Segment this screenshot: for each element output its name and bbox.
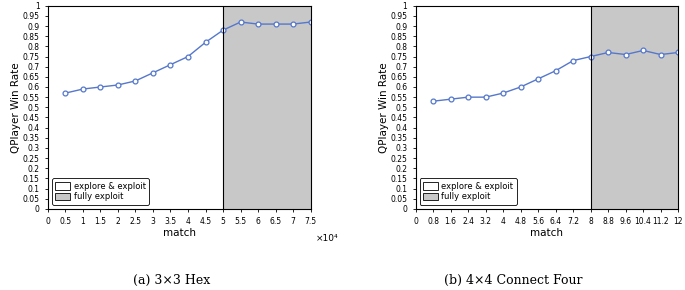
Y-axis label: QPlayer Win Rate: QPlayer Win Rate — [379, 62, 389, 153]
Text: (a) 3×3 Hex: (a) 3×3 Hex — [133, 274, 210, 287]
Legend: explore & exploit, fully exploit: explore & exploit, fully exploit — [52, 178, 149, 205]
Text: (b) 4×4 Connect Four: (b) 4×4 Connect Four — [445, 274, 583, 287]
Y-axis label: QPlayer Win Rate: QPlayer Win Rate — [11, 62, 21, 153]
X-axis label: match: match — [530, 228, 563, 238]
Bar — [590, 6, 678, 209]
Bar — [223, 6, 310, 209]
Text: ×10⁴: ×10⁴ — [684, 234, 685, 243]
Text: ×10⁴: ×10⁴ — [316, 234, 338, 243]
X-axis label: match: match — [163, 228, 196, 238]
Legend: explore & exploit, fully exploit: explore & exploit, fully exploit — [420, 178, 516, 205]
